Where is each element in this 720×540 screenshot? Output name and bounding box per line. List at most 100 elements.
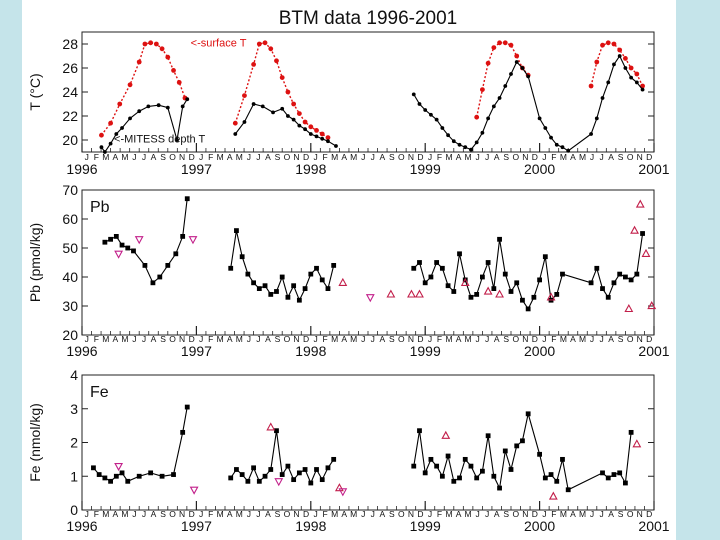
chart-title: BTM data 1996-2001 [279, 8, 458, 29]
month-label: J [599, 334, 603, 344]
data-point [617, 271, 623, 277]
data-point [326, 139, 330, 144]
year-label: 2001 [638, 343, 669, 359]
month-label: D [189, 152, 195, 162]
data-point [457, 251, 462, 257]
data-point [296, 297, 302, 303]
data-point [588, 280, 594, 286]
month-label: D [646, 152, 652, 162]
month-label: N [408, 334, 414, 344]
series-lead-2 [114, 236, 375, 303]
month-label: J [428, 509, 432, 519]
data-point [314, 134, 319, 139]
data-point [600, 286, 605, 291]
data-point [554, 478, 560, 484]
data-point [136, 473, 142, 479]
data-point [175, 138, 179, 142]
year-label: 1998 [295, 343, 326, 359]
data-point [520, 438, 525, 444]
month-label: M [445, 152, 452, 162]
data-point [268, 467, 274, 472]
month-label: J [85, 509, 89, 519]
month-label: O [284, 152, 291, 162]
data-point [543, 126, 548, 130]
data-point [537, 116, 542, 121]
data-point [439, 265, 445, 271]
data-point [274, 58, 279, 64]
data-point [338, 277, 348, 286]
month-label: J [361, 152, 365, 162]
month-label: J [256, 152, 260, 162]
data-point [446, 133, 450, 138]
y-tick-label: 0 [70, 502, 78, 518]
month-label: F [208, 334, 213, 344]
data-point [502, 40, 508, 46]
data-point [594, 59, 600, 65]
month-label: M [445, 334, 452, 344]
data-point [314, 467, 319, 472]
data-point [537, 451, 542, 457]
month-label: S [275, 334, 281, 344]
data-point [325, 465, 331, 471]
data-point [546, 292, 556, 301]
month-label: M [350, 334, 357, 344]
month-label: M [465, 334, 472, 344]
month-label: F [437, 152, 442, 162]
month-label: J [247, 509, 251, 519]
data-point [185, 97, 190, 102]
month-label: A [341, 509, 347, 519]
month-label: O [284, 334, 291, 344]
data-point [334, 483, 344, 492]
month-label: A [456, 509, 462, 519]
data-point [228, 475, 234, 481]
data-point [445, 283, 451, 289]
data-point [251, 465, 256, 471]
data-point [497, 236, 502, 242]
data-point [180, 429, 186, 435]
data-point [606, 80, 611, 85]
month-label: S [618, 334, 624, 344]
data-point [325, 286, 331, 291]
month-label: S [160, 334, 166, 344]
data-point [632, 439, 642, 448]
data-point [308, 132, 313, 136]
month-label: S [389, 334, 395, 344]
month-label: A [608, 334, 614, 344]
data-point [228, 265, 234, 271]
data-point [634, 271, 640, 277]
data-point [640, 87, 645, 92]
data-point [508, 467, 514, 472]
data-point [605, 475, 611, 481]
month-label: J [542, 509, 546, 519]
month-label: J [485, 509, 489, 519]
data-point [542, 475, 548, 481]
month-label: J [313, 509, 317, 519]
month-label: M [560, 334, 567, 344]
data-point [297, 123, 302, 128]
data-point [314, 265, 319, 271]
month-label: F [437, 334, 442, 344]
data-point [423, 108, 428, 112]
month-label: J [132, 152, 136, 162]
data-point [303, 127, 307, 132]
data-point [428, 274, 434, 280]
data-point [611, 41, 617, 47]
month-label: D [532, 152, 538, 162]
data-point [548, 491, 558, 500]
year-label: 2000 [524, 518, 555, 534]
month-label: A [151, 509, 157, 519]
month-label: J [247, 152, 251, 162]
month-label: O [512, 152, 519, 162]
data-point [508, 289, 514, 294]
data-point [537, 277, 542, 283]
month-label: A [151, 152, 157, 162]
y-tick-label: 20 [62, 327, 78, 343]
month-label: M [350, 152, 357, 162]
data-point [91, 465, 96, 471]
month-label: O [627, 334, 634, 344]
data-point [184, 404, 190, 410]
year-label: 2000 [524, 343, 555, 359]
data-point [142, 41, 148, 47]
month-label: F [208, 509, 213, 519]
month-label: N [522, 509, 528, 519]
